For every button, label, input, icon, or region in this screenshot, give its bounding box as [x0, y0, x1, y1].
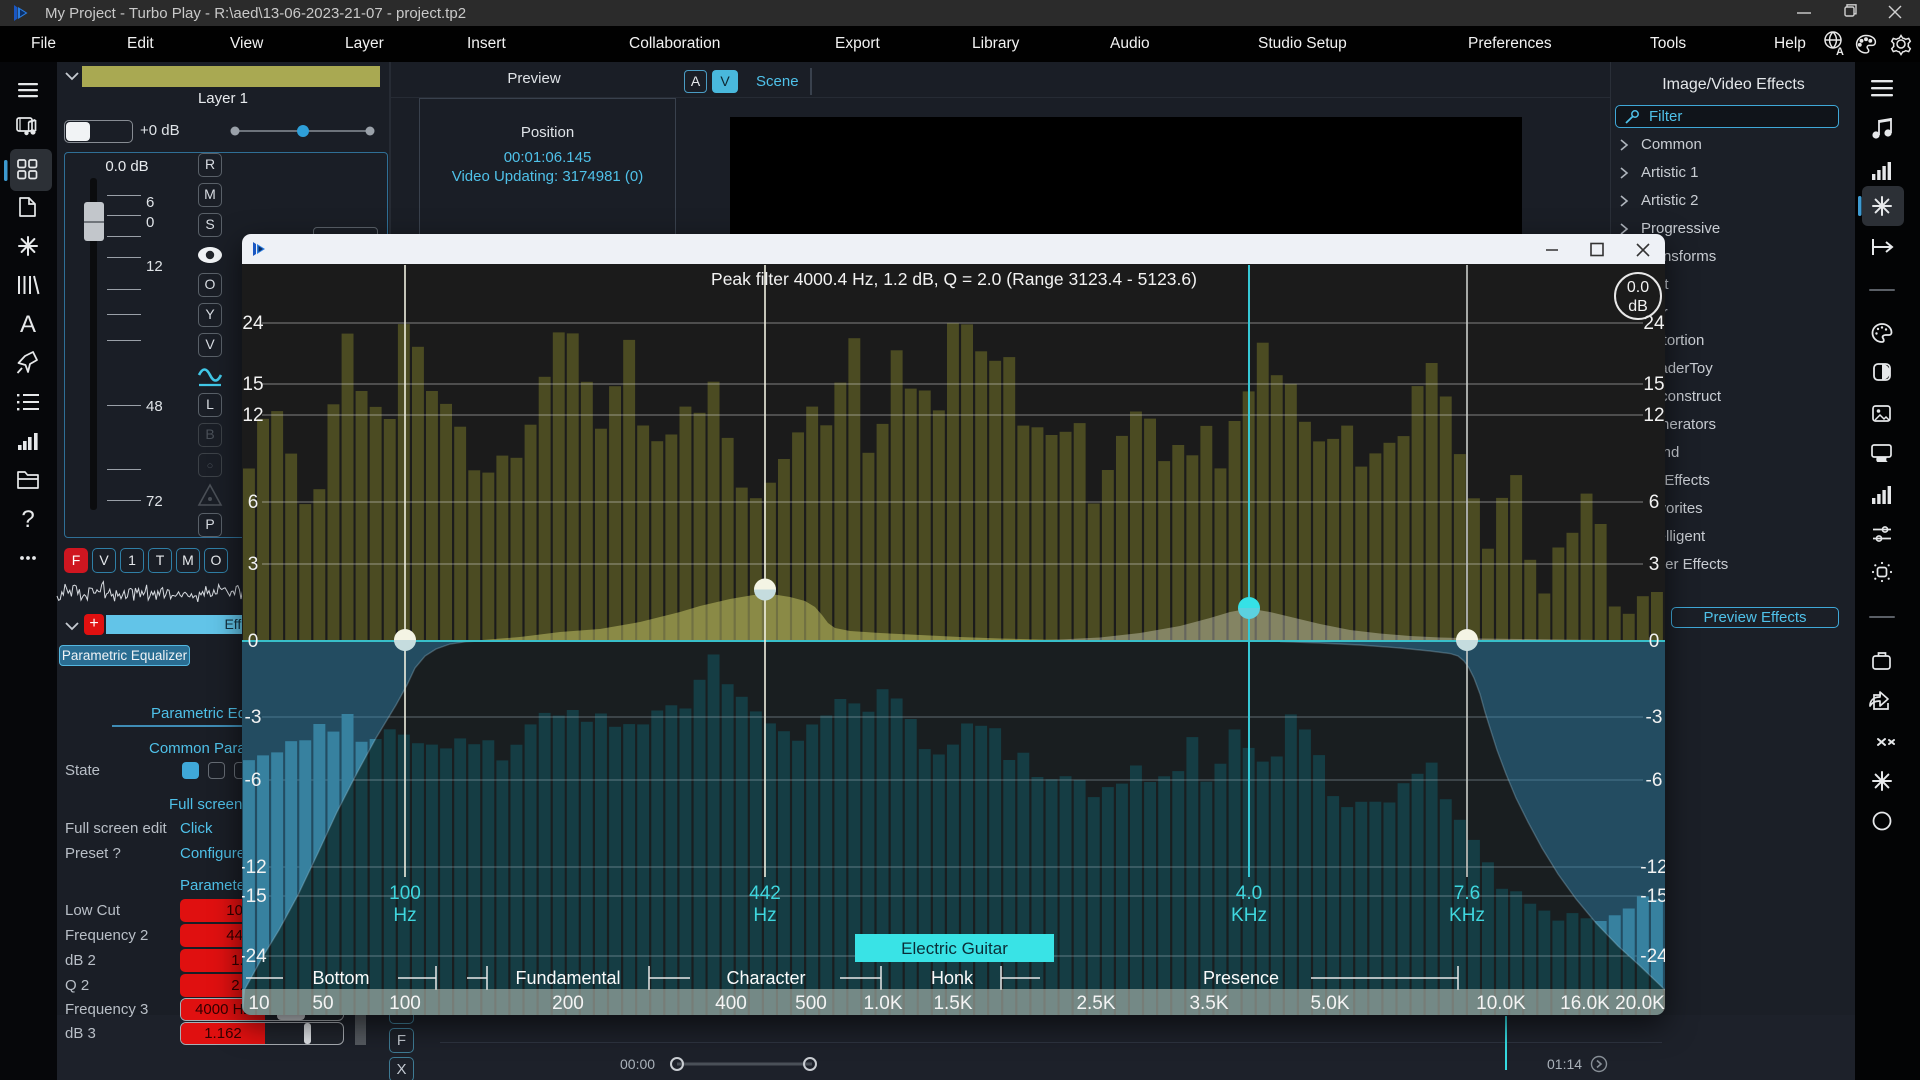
svg-text:7.6: 7.6 [1454, 883, 1480, 904]
svg-text:Hz: Hz [753, 905, 776, 926]
svg-text:-12: -12 [1640, 857, 1665, 878]
svg-text:3: 3 [248, 554, 259, 575]
svg-text:3.5K: 3.5K [1189, 993, 1228, 1014]
svg-text:6: 6 [248, 492, 259, 513]
svg-text:24: 24 [242, 313, 264, 334]
svg-text:Peak filter 4000.4 Hz, 1.2 dB,: Peak filter 4000.4 Hz, 1.2 dB, Q = 2.0 (… [711, 269, 1197, 289]
svg-text:A: A [1836, 46, 1844, 58]
svg-text:?: ? [21, 506, 34, 533]
svg-text:Character: Character [726, 968, 805, 988]
svg-text:KHz: KHz [1231, 905, 1267, 926]
svg-text:-24: -24 [1640, 946, 1665, 967]
svg-text:-6: -6 [1646, 770, 1663, 791]
svg-text:-12: -12 [242, 857, 267, 878]
svg-text:15: 15 [1643, 374, 1664, 395]
svg-text:10: 10 [248, 993, 269, 1014]
svg-text:50: 50 [312, 993, 333, 1014]
svg-text:-15: -15 [1640, 886, 1665, 907]
svg-text:-24: -24 [242, 946, 267, 967]
svg-text:Presence: Presence [1203, 968, 1279, 988]
svg-text:442: 442 [749, 883, 781, 904]
svg-text:-3: -3 [1646, 707, 1663, 728]
svg-text:0: 0 [248, 631, 259, 652]
svg-text:0: 0 [1649, 631, 1660, 652]
svg-text:200: 200 [552, 993, 584, 1014]
svg-text:10.0K: 10.0K [1476, 993, 1526, 1014]
svg-text:dB: dB [1628, 298, 1648, 315]
svg-text:0.0: 0.0 [1627, 279, 1649, 296]
svg-text:-3: -3 [245, 707, 262, 728]
svg-text:500: 500 [795, 993, 827, 1014]
svg-text:5.0K: 5.0K [1310, 993, 1349, 1014]
svg-text:4.0: 4.0 [1236, 883, 1262, 904]
svg-text:3: 3 [1649, 554, 1660, 575]
svg-text:Bottom: Bottom [312, 968, 369, 988]
svg-text:Honk: Honk [931, 968, 974, 988]
svg-text:Fundamental: Fundamental [515, 968, 620, 988]
svg-text:A: A [20, 311, 36, 338]
svg-text:-6: -6 [245, 770, 262, 791]
svg-text:2.5K: 2.5K [1076, 993, 1115, 1014]
svg-text:1.5K: 1.5K [933, 993, 972, 1014]
svg-text:Electric Guitar: Electric Guitar [901, 939, 1008, 958]
svg-text:20.0K: 20.0K [1615, 993, 1665, 1014]
svg-text:1.0K: 1.0K [863, 993, 902, 1014]
svg-text:Hz: Hz [393, 905, 416, 926]
svg-text:12: 12 [242, 405, 263, 426]
svg-text:KHz: KHz [1449, 905, 1485, 926]
svg-text:6: 6 [1649, 492, 1660, 513]
svg-text:24: 24 [1643, 313, 1665, 334]
svg-text:15: 15 [242, 374, 263, 395]
svg-text:400: 400 [715, 993, 747, 1014]
svg-text:100: 100 [389, 883, 421, 904]
svg-text:12: 12 [1643, 405, 1664, 426]
svg-text:16.0K: 16.0K [1560, 993, 1610, 1014]
svg-text:100: 100 [389, 993, 421, 1014]
svg-text:-15: -15 [242, 886, 267, 907]
